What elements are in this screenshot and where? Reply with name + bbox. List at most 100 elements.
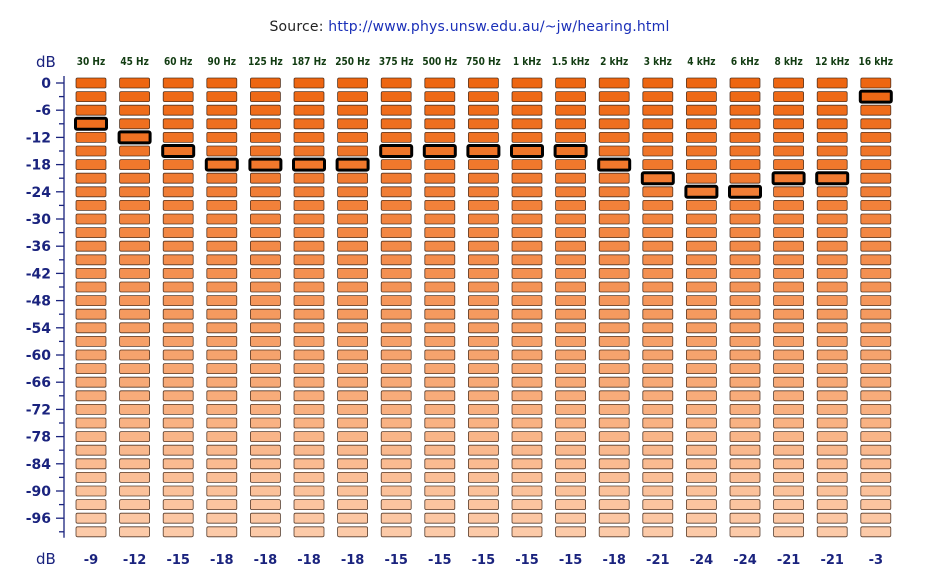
- level-cell[interactable]: [293, 390, 325, 402]
- level-cell[interactable]: [206, 512, 238, 524]
- level-cell[interactable]: [598, 118, 630, 130]
- level-cell[interactable]: [162, 240, 194, 252]
- level-cell[interactable]: [555, 295, 586, 307]
- level-cell[interactable]: [75, 308, 107, 320]
- level-cell[interactable]: [555, 526, 586, 538]
- level-cell[interactable]: [162, 308, 194, 320]
- level-cell[interactable]: [598, 390, 630, 402]
- level-cell[interactable]: [598, 512, 630, 524]
- level-cell[interactable]: [467, 186, 499, 198]
- level-cell[interactable]: [75, 322, 107, 334]
- level-cell[interactable]: [337, 267, 369, 279]
- level-cell[interactable]: [773, 390, 804, 402]
- level-cell[interactable]: [816, 254, 848, 266]
- level-cell[interactable]: [162, 471, 194, 483]
- level-cell[interactable]: [249, 77, 281, 89]
- level-cell[interactable]: [424, 267, 456, 279]
- level-cell[interactable]: [249, 499, 281, 511]
- level-cell[interactable]: [249, 526, 281, 538]
- frequency-column[interactable]: [161, 77, 196, 538]
- level-cell[interactable]: [773, 213, 804, 225]
- level-cell[interactable]: [511, 104, 543, 116]
- level-cell[interactable]: [686, 499, 717, 511]
- level-cell[interactable]: [598, 349, 630, 361]
- level-cell[interactable]: [337, 485, 369, 497]
- level-cell[interactable]: [729, 376, 761, 388]
- level-cell[interactable]: [729, 485, 761, 497]
- level-cell[interactable]: [511, 213, 543, 225]
- level-cell[interactable]: [424, 91, 456, 102]
- level-cell[interactable]: [555, 131, 586, 143]
- level-cell[interactable]: [380, 199, 412, 211]
- level-cell[interactable]: [642, 281, 674, 293]
- selected-level-marker[interactable]: [466, 144, 501, 158]
- level-cell[interactable]: [119, 349, 150, 361]
- level-cell[interactable]: [555, 335, 586, 347]
- selected-level-marker[interactable]: [74, 116, 108, 131]
- level-cell[interactable]: [293, 512, 325, 524]
- level-cell[interactable]: [206, 308, 238, 320]
- level-cell[interactable]: [75, 145, 107, 157]
- level-cell[interactable]: [75, 254, 107, 266]
- level-cell[interactable]: [686, 104, 717, 116]
- level-cell[interactable]: [598, 376, 630, 388]
- level-cell[interactable]: [380, 91, 412, 102]
- frequency-column[interactable]: [379, 77, 414, 538]
- level-cell[interactable]: [206, 172, 238, 184]
- level-cell[interactable]: [729, 349, 761, 361]
- level-cell[interactable]: [467, 376, 499, 388]
- level-cell[interactable]: [598, 186, 630, 198]
- level-cell[interactable]: [424, 349, 456, 361]
- level-cell[interactable]: [598, 254, 630, 266]
- level-cell[interactable]: [293, 199, 325, 211]
- level-cell[interactable]: [380, 335, 412, 347]
- level-cell[interactable]: [686, 118, 717, 130]
- level-cell[interactable]: [511, 512, 543, 524]
- level-cell[interactable]: [642, 199, 674, 211]
- level-cell[interactable]: [467, 431, 499, 443]
- level-cell[interactable]: [598, 227, 630, 239]
- level-cell[interactable]: [119, 240, 150, 252]
- level-cell[interactable]: [162, 145, 194, 157]
- level-cell[interactable]: [773, 199, 804, 211]
- level-cell[interactable]: [729, 172, 761, 184]
- level-cell[interactable]: [337, 471, 369, 483]
- level-cell[interactable]: [816, 104, 848, 116]
- level-cell[interactable]: [249, 131, 281, 143]
- level-cell[interactable]: [75, 471, 107, 483]
- level-cell[interactable]: [119, 499, 150, 511]
- level-cell[interactable]: [511, 417, 543, 429]
- level-cell[interactable]: [206, 186, 238, 198]
- level-cell[interactable]: [206, 417, 238, 429]
- level-cell[interactable]: [206, 199, 238, 211]
- level-cell[interactable]: [380, 458, 412, 470]
- level-cell[interactable]: [424, 118, 456, 130]
- level-cell[interactable]: [424, 104, 456, 116]
- level-cell[interactable]: [206, 227, 238, 239]
- level-cell[interactable]: [119, 281, 150, 293]
- level-cell[interactable]: [293, 131, 325, 143]
- level-cell[interactable]: [206, 159, 238, 171]
- level-cell[interactable]: [642, 131, 674, 143]
- level-cell[interactable]: [249, 471, 281, 483]
- level-cell[interactable]: [860, 322, 892, 334]
- level-cell[interactable]: [816, 186, 848, 198]
- level-cell[interactable]: [860, 390, 892, 402]
- level-cell[interactable]: [162, 267, 194, 279]
- level-cell[interactable]: [511, 444, 543, 456]
- level-cell[interactable]: [293, 91, 325, 102]
- level-cell[interactable]: [511, 458, 543, 470]
- level-cell[interactable]: [729, 431, 761, 443]
- level-cell[interactable]: [293, 77, 325, 89]
- level-cell[interactable]: [598, 526, 630, 538]
- level-cell[interactable]: [555, 159, 586, 171]
- level-cell[interactable]: [511, 254, 543, 266]
- level-cell[interactable]: [380, 390, 412, 402]
- level-cell[interactable]: [249, 376, 281, 388]
- level-cell[interactable]: [729, 308, 761, 320]
- level-cell[interactable]: [75, 159, 107, 171]
- level-cell[interactable]: [206, 77, 238, 89]
- level-cell[interactable]: [511, 131, 543, 143]
- level-cell[interactable]: [816, 485, 848, 497]
- level-cell[interactable]: [686, 77, 717, 89]
